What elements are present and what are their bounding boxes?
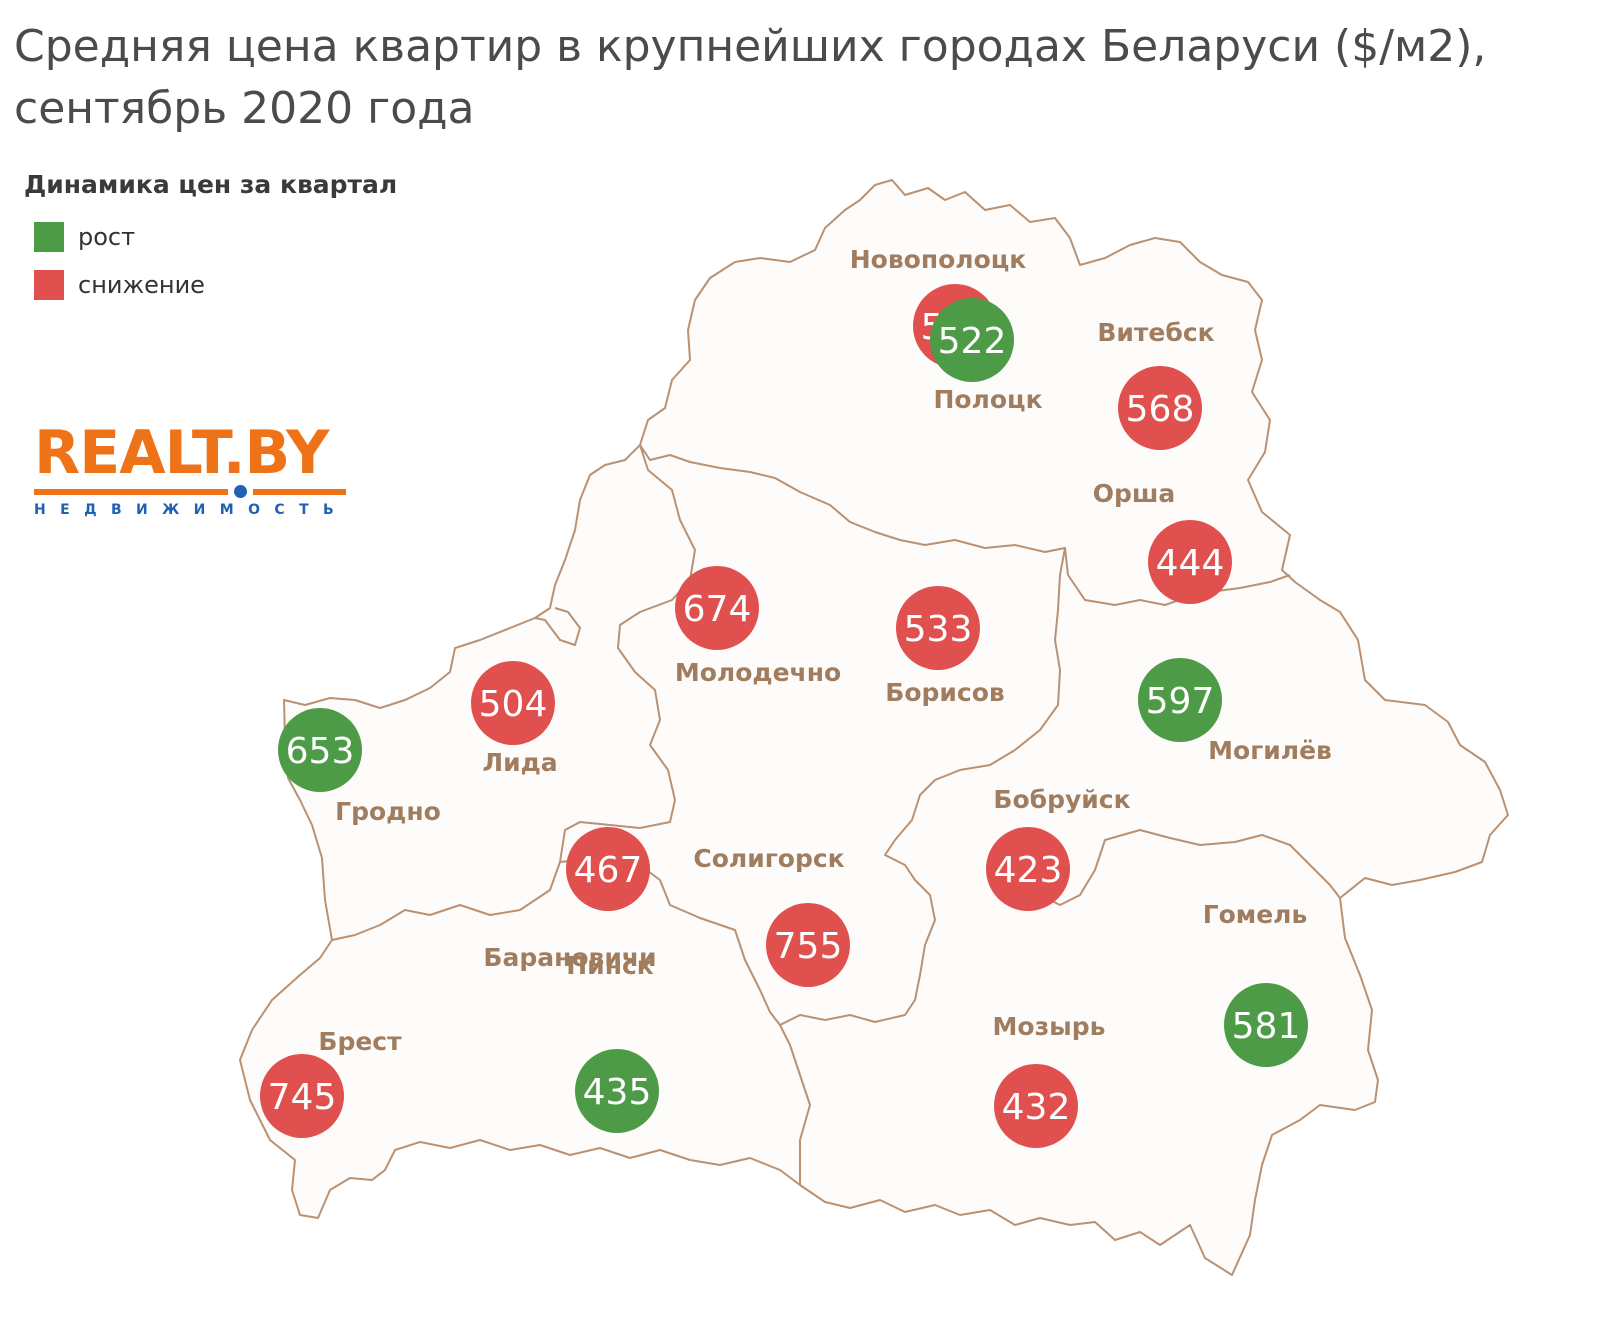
legend-title: Динамика цен за квартал (24, 170, 398, 199)
logo-underline-right (253, 489, 346, 495)
price-value-12: 435 (583, 1072, 652, 1113)
border-mogilev-gomel (1039, 829, 1341, 906)
price-bubble-6: 504 (471, 661, 555, 745)
price-bubble-11: 755 (766, 903, 850, 987)
price-value-5: 533 (904, 609, 973, 650)
price-circle-14 (994, 1064, 1078, 1148)
price-bubble-9: 423 (986, 827, 1070, 911)
price-circle-5 (896, 586, 980, 670)
price-value-14: 432 (1002, 1087, 1071, 1128)
border-grodno-vilnius-notch (534, 607, 581, 646)
logo-subtitle: НЕДВИЖИМОСТЬ (34, 502, 349, 518)
city-label-5: Борисов (885, 678, 1004, 707)
city-label-4: Молодечно (675, 658, 841, 687)
legend-item-fall: снижение (24, 261, 397, 309)
border-minsk-mogilev (779, 547, 1066, 1026)
price-bubble-14: 432 (994, 1064, 1078, 1148)
price-circle-2 (1118, 366, 1202, 450)
legend-label-fall: снижение (78, 271, 205, 299)
price-bubble-2: 568 (1118, 366, 1202, 450)
page-title: Средняя цена квартир в крупнейших города… (14, 21, 1487, 134)
legend: Динамика цен за квартал рост снижение (24, 170, 397, 309)
price-value-15: 581 (1232, 1006, 1301, 1047)
legend-item-rise: рост (24, 213, 397, 261)
price-value-10: 467 (574, 850, 643, 891)
price-bubble-12: 435 (575, 1049, 659, 1133)
price-bubble-1: 522 (930, 298, 1014, 382)
legend-swatch-rise (34, 222, 64, 252)
price-value-4: 674 (683, 589, 752, 630)
city-label-12: Пинск (566, 951, 654, 980)
logo-dot-icon (234, 485, 247, 498)
price-circle-8 (1138, 658, 1222, 742)
price-value-13: 745 (268, 1077, 337, 1118)
price-circle-12 (575, 1049, 659, 1133)
city-label-6: Лида (482, 748, 557, 777)
legend-label-rise: рост (78, 223, 136, 251)
city-label-11: Солигорск (693, 844, 844, 873)
price-circle-15 (1224, 983, 1308, 1067)
logo-underline (34, 485, 346, 498)
logo-wordmark: REALT.BY (34, 418, 329, 488)
price-value-2: 568 (1126, 389, 1195, 430)
price-circle-9 (986, 827, 1070, 911)
price-circle-11 (766, 903, 850, 987)
price-value-9: 423 (994, 850, 1063, 891)
price-circle-7 (278, 708, 362, 792)
price-circle-4 (675, 566, 759, 650)
price-circle-10 (566, 827, 650, 911)
price-value-11: 755 (774, 926, 843, 967)
price-bubble-15: 581 (1224, 983, 1308, 1067)
price-bubble-8: 597 (1138, 658, 1222, 742)
city-label-0: Новополоцк (850, 245, 1027, 274)
city-markers: Новополоцк Полоцк Витебск Орша Молодечно Бори… (260, 245, 1332, 1148)
price-bubble-5: 533 (896, 586, 980, 670)
price-value-3: 444 (1156, 543, 1225, 584)
price-bubble-10: 467 (566, 827, 650, 911)
city-label-10: Барановичи (483, 943, 656, 972)
price-bubble-3: 444 (1148, 520, 1232, 604)
price-circle-6 (471, 661, 555, 745)
city-label-13: Брест (318, 1027, 402, 1056)
price-value-8: 597 (1146, 681, 1215, 722)
city-label-7: Гродно (335, 797, 441, 826)
price-bubbles: 5225225684446745335046535974234677554357… (260, 284, 1308, 1148)
price-circle-13 (260, 1054, 344, 1138)
realt-logo: REALT.BY НЕДВИЖИМОСТЬ (34, 420, 348, 518)
city-label-3: Орша (1093, 479, 1176, 508)
price-circle-3 (1148, 520, 1232, 604)
border-brest-minsk-gomel (659, 879, 811, 1185)
price-value-1: 522 (938, 321, 1007, 362)
price-circle-1 (930, 298, 1014, 382)
price-bubble-7: 653 (278, 708, 362, 792)
price-bubble-4: 674 (675, 566, 759, 650)
city-label-14: Мозырь (993, 1012, 1106, 1041)
city-label-15: Гомель (1203, 900, 1308, 929)
price-value-6: 504 (479, 684, 548, 725)
logo-underline-left (34, 489, 228, 495)
country-outline (239, 179, 1509, 1276)
city-label-2: Витебск (1097, 318, 1214, 347)
legend-swatch-fall (34, 270, 64, 300)
city-label-1: Полоцк (933, 385, 1042, 414)
price-value-7: 653 (286, 731, 355, 772)
city-label-9: Бобруйск (993, 785, 1130, 814)
city-label-8: Могилёв (1208, 736, 1332, 765)
price-bubble-13: 745 (260, 1054, 344, 1138)
border-vitebsk-minsk (639, 444, 1291, 606)
city-labels: Новополоцк Полоцк Витебск Орша Молодечно Бори… (318, 245, 1331, 1056)
